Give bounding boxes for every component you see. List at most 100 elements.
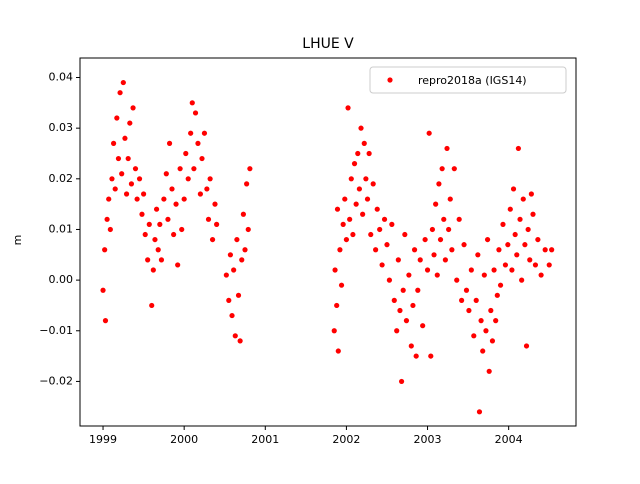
point [201,130,208,136]
point [141,191,147,197]
point [463,287,470,293]
point [125,155,131,162]
point [204,186,210,192]
point [403,318,410,324]
point [484,236,491,243]
point [117,90,123,96]
point [444,145,450,152]
point [466,307,472,314]
point [535,236,541,243]
point [226,297,232,303]
point [185,176,191,182]
point [110,140,117,146]
point [242,247,248,253]
point [422,236,428,243]
point [497,282,504,288]
point [525,226,531,233]
x-tick-label: 2003 [414,433,442,446]
point [480,348,486,354]
point [348,176,354,182]
y-tick-label: 0.02 [49,172,74,185]
point [417,257,423,263]
point [512,231,518,238]
point [142,231,148,238]
point [428,353,434,359]
point [127,120,133,126]
point [379,262,385,268]
point [231,267,237,273]
point [519,277,525,283]
point [434,272,440,278]
point [442,257,448,263]
point [360,211,366,217]
point [146,221,152,227]
point [102,318,109,324]
point [247,166,253,172]
point [114,115,120,121]
point [212,201,218,207]
point [119,171,125,177]
point [104,216,110,222]
point [139,211,145,217]
point [420,323,426,329]
point [130,105,136,111]
point [507,206,513,212]
point [491,267,497,273]
point [408,343,414,349]
point [232,333,238,339]
point [102,247,108,253]
point [331,328,337,334]
point [347,216,353,222]
point [373,247,379,253]
point [441,216,447,222]
point [175,262,181,268]
point [197,191,203,197]
point [413,353,419,359]
y-tick-label: 0.04 [49,71,74,84]
point [478,318,484,324]
x-tick-label: 2002 [332,433,360,446]
point [169,186,175,192]
point [515,145,522,152]
point [181,196,187,202]
point [381,216,388,222]
y-tick-label: −0.02 [39,374,73,387]
point [205,216,212,222]
point [520,196,526,202]
point [366,150,372,157]
point [538,272,544,278]
point [391,297,397,303]
point [522,242,528,248]
point [335,348,341,354]
point [471,333,477,339]
plot-frame [79,57,577,427]
point [107,226,113,233]
point [523,343,530,349]
point [177,166,183,172]
point [374,206,380,212]
point [502,262,509,268]
point [192,110,199,116]
point [350,231,356,238]
point [429,226,436,233]
point [488,307,494,314]
point [461,242,467,248]
point [451,166,457,172]
point [489,338,496,344]
point [149,302,155,309]
point [355,150,361,157]
point [436,181,442,187]
point [411,247,418,253]
point [439,166,445,172]
point [415,287,421,293]
point [517,216,523,222]
chart-title: LHUE V [302,36,354,52]
point [342,196,348,202]
point [334,302,340,309]
point [447,196,453,202]
point [223,272,229,278]
point [343,236,350,243]
point [530,211,536,217]
point [459,297,465,303]
